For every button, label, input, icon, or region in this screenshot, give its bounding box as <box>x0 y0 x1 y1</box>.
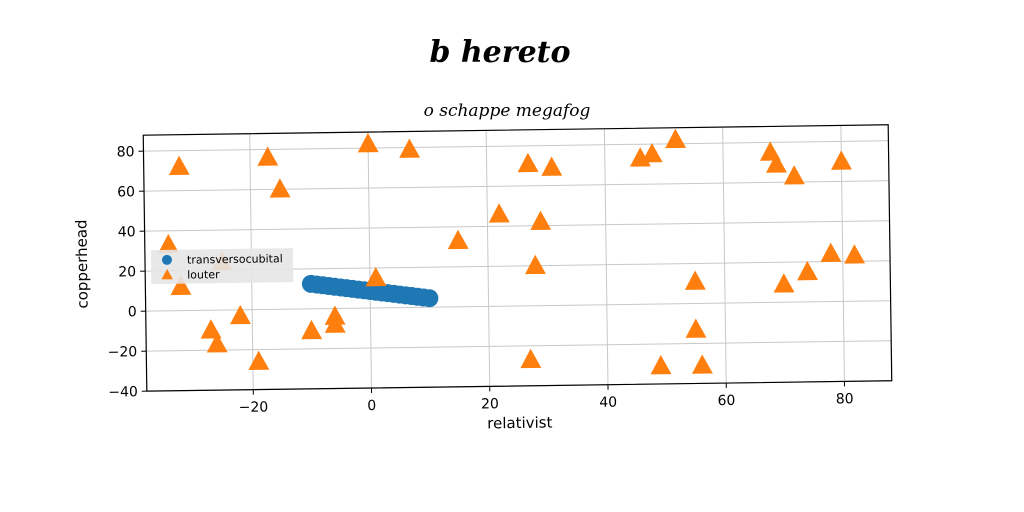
y-grid-line <box>144 220 890 232</box>
data-point-triangle <box>488 203 510 223</box>
legend: transversocubital louter <box>150 248 294 285</box>
chart-subtitle: o schappe megafog <box>424 101 591 121</box>
y-axis-label: copperhead <box>72 219 91 308</box>
x-tick-label: −20 <box>239 399 269 415</box>
x-grid-line <box>485 130 491 387</box>
x-tick-label: 80 <box>836 391 854 407</box>
x-tick-label: 0 <box>367 398 376 414</box>
y-grid-line <box>145 300 891 312</box>
data-point-triangle <box>170 275 192 296</box>
y-tick-label: −40 <box>108 384 138 400</box>
x-grid-line <box>367 132 372 389</box>
data-point-triangle <box>641 143 663 163</box>
data-point-triangle <box>517 152 539 173</box>
plot-frame <box>142 124 893 392</box>
legend-label: transversocubital <box>187 252 283 266</box>
x-grid-line <box>603 128 609 385</box>
data-point-triangle <box>685 318 707 338</box>
y-tick-label: 20 <box>118 264 136 280</box>
data-point-triangle <box>447 229 469 250</box>
legend-marker-circle <box>161 254 172 265</box>
x-tick-label: 40 <box>599 395 617 411</box>
y-axis-ticks: −40 −20 0 20 40 60 80 <box>108 144 147 401</box>
data-point-triangle <box>365 266 387 287</box>
data-point-triangle <box>301 319 323 340</box>
y-tick-label: 0 <box>128 304 137 320</box>
data-point-triangle <box>269 178 291 198</box>
y-tick-label: −20 <box>108 344 138 360</box>
legend-marker-triangle <box>161 268 173 280</box>
series-transversocubital <box>301 274 439 308</box>
y-tick-label: 80 <box>117 144 135 160</box>
data-point-triangle <box>773 273 795 293</box>
data-point-triangle <box>650 354 672 375</box>
data-point-triangle <box>820 242 842 262</box>
data-point-triangle <box>257 146 279 166</box>
data-point-triangle <box>168 155 190 176</box>
y-grid-line <box>143 140 889 152</box>
data-point-triangle <box>399 138 421 158</box>
y-grid-line <box>144 180 889 192</box>
data-point-triangle <box>783 165 805 185</box>
data-point-triangle <box>665 128 687 149</box>
x-tick-label: 20 <box>481 396 499 412</box>
x-tick-label: 60 <box>717 393 735 409</box>
data-point-triangle <box>831 150 852 170</box>
data-point-triangle <box>844 244 866 264</box>
legend-label: louter <box>187 268 220 281</box>
data-point-triangle <box>200 319 222 339</box>
data-point-triangle <box>530 210 552 231</box>
y-grid-line <box>146 340 892 352</box>
data-point-triangle <box>206 333 228 353</box>
chart-title: b hereto <box>429 35 570 70</box>
data-point-triangle <box>684 270 706 290</box>
data-point-triangle <box>797 260 819 281</box>
data-point-triangle <box>158 233 179 254</box>
data-point-triangle <box>766 153 787 173</box>
data-point-triangle <box>324 313 346 333</box>
y-tick-label: 40 <box>118 224 136 240</box>
x-axis-ticks: −20 0 20 40 60 80 <box>239 381 854 416</box>
data-point-triangle <box>520 348 542 369</box>
data-point-triangle <box>691 354 713 374</box>
data-point-triangle <box>541 156 563 176</box>
data-point-triangle <box>525 254 546 275</box>
data-point-circle <box>420 289 439 308</box>
legend-box <box>150 248 294 285</box>
x-axis-label: relativist <box>487 413 553 432</box>
x-grid-line <box>722 127 727 384</box>
series-louter <box>158 128 866 375</box>
data-point-triangle <box>230 304 251 325</box>
data-point-triangle <box>248 350 270 370</box>
data-series <box>158 128 866 375</box>
y-tick-label: 60 <box>117 184 135 200</box>
data-point-triangle <box>357 133 379 153</box>
